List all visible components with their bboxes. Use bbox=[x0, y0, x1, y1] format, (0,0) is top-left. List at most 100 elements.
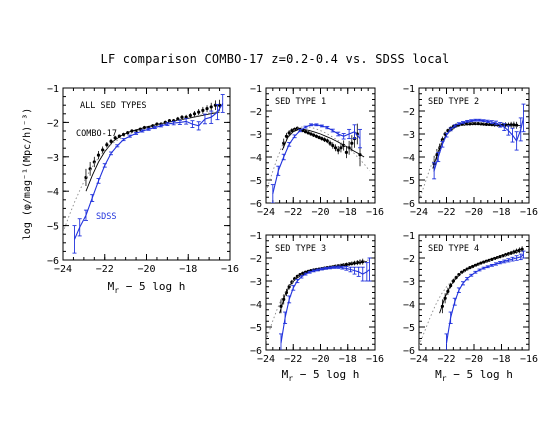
combo-fit-line bbox=[439, 250, 523, 314]
x-tick-label: −22 bbox=[284, 354, 302, 365]
combo-data-point bbox=[113, 136, 117, 140]
plot-area bbox=[419, 246, 526, 350]
plot-area bbox=[63, 94, 225, 254]
combo-data-point bbox=[192, 112, 197, 116]
y-tick-label: −5 bbox=[403, 323, 415, 334]
y-tick-label: −2 bbox=[250, 254, 262, 265]
panel-label: ALL SED TYPES bbox=[80, 101, 147, 111]
x-tick-label: −18 bbox=[179, 264, 197, 275]
x-tick-label: −18 bbox=[339, 354, 357, 365]
x-tick-label: −24 bbox=[410, 354, 428, 365]
x-tick-label: −16 bbox=[366, 354, 384, 365]
y-tick-label: −5 bbox=[47, 222, 59, 233]
panel-label: SED TYPE 3 bbox=[275, 244, 326, 254]
x-tick-label: −22 bbox=[437, 354, 455, 365]
y-tick-label: −2 bbox=[403, 254, 415, 265]
x-tick-label: −24 bbox=[410, 207, 428, 218]
combo-data-point bbox=[201, 108, 205, 112]
schechter-fit-line bbox=[266, 259, 370, 341]
x-tick-label: −16 bbox=[520, 207, 538, 218]
y-tick-label: −2 bbox=[250, 107, 262, 118]
combo-data-point bbox=[328, 141, 332, 145]
combo-data-point bbox=[197, 110, 201, 114]
panel-label: SDSS bbox=[96, 212, 116, 222]
combo-data-point bbox=[333, 146, 338, 150]
plot-area bbox=[266, 123, 370, 203]
y-tick-label: −3 bbox=[403, 277, 415, 288]
x-tick-label: −24 bbox=[257, 354, 275, 365]
combo-data-point bbox=[309, 132, 313, 136]
combo-data-point bbox=[109, 139, 113, 143]
combo-data-point bbox=[336, 148, 340, 152]
plot-area bbox=[419, 103, 526, 201]
combo-data-point bbox=[205, 107, 209, 111]
schechter-fit-line bbox=[266, 126, 370, 192]
x-axis-label: Mr − 5 log h bbox=[435, 368, 513, 383]
schechter-fit-line bbox=[419, 249, 524, 346]
combo-data-point bbox=[454, 275, 458, 280]
combo-data-point bbox=[520, 247, 524, 251]
combo-data-point bbox=[339, 146, 343, 150]
x-tick-label: −22 bbox=[437, 207, 455, 218]
y-tick-label: −6 bbox=[47, 256, 59, 267]
combo-fit-line bbox=[281, 128, 365, 158]
y-tick-label: −3 bbox=[250, 277, 262, 288]
x-tick-label: −16 bbox=[366, 207, 384, 218]
y-tick-label: −4 bbox=[250, 300, 262, 311]
y-tick-label: −5 bbox=[250, 176, 262, 187]
combo-data-point bbox=[96, 153, 101, 157]
plot-area bbox=[266, 257, 372, 350]
combo-data-point bbox=[325, 139, 329, 143]
x-tick-label: −20 bbox=[137, 264, 155, 275]
combo-data-point bbox=[287, 131, 291, 135]
y-tick-label: −1 bbox=[403, 231, 415, 242]
combo-data-point bbox=[314, 134, 319, 138]
sdss-line bbox=[445, 254, 524, 344]
x-tick-label: −20 bbox=[311, 207, 329, 218]
x-axis-label: Mr − 5 log h bbox=[108, 280, 186, 295]
x-tick-label: −18 bbox=[492, 354, 510, 365]
combo-data-point bbox=[209, 105, 213, 109]
x-tick-label: −24 bbox=[257, 207, 275, 218]
x-tick-label: −22 bbox=[284, 207, 302, 218]
combo-data-point bbox=[317, 135, 321, 140]
combo-fit-line bbox=[85, 111, 220, 192]
y-tick-label: −1 bbox=[250, 84, 262, 95]
combo-data-point bbox=[105, 143, 109, 147]
x-tick-label: −24 bbox=[54, 264, 72, 275]
y-tick-label: −1 bbox=[250, 231, 262, 242]
x-axis-label: Mr − 5 log h bbox=[282, 368, 360, 383]
combo-data-point bbox=[184, 115, 188, 119]
combo-data-point bbox=[180, 115, 184, 119]
y-tick-label: −3 bbox=[47, 153, 59, 164]
y-tick-label: −4 bbox=[403, 153, 415, 164]
y-tick-label: −6 bbox=[403, 346, 415, 357]
x-tick-label: −16 bbox=[520, 354, 538, 365]
panel-label: SED TYPE 2 bbox=[428, 97, 479, 107]
panel-sed2: −24 −22 −20 −18 −16 −6 −5 −4 −3 −2 −1 SED TYPE 2 bbox=[403, 84, 538, 218]
combo-data-point bbox=[320, 137, 324, 141]
y-tick-label: −5 bbox=[403, 176, 415, 187]
panel-main: −24 −22 −20 −18 −16 −6 −5 −4 −3 −2 −1 ALL SED TYPES… bbox=[47, 84, 239, 295]
y-tick-label: −4 bbox=[47, 187, 59, 198]
x-tick-label: −18 bbox=[492, 207, 510, 218]
panel-sed1: −24 −22 −20 −18 −16 −6 −5 −4 −3 −2 −1 SED TYPE 1 bbox=[250, 84, 384, 218]
y-tick-label: −6 bbox=[250, 199, 262, 210]
x-tick-label: −22 bbox=[96, 264, 114, 275]
x-tick-label: −18 bbox=[339, 207, 357, 218]
combo-data-point bbox=[344, 150, 348, 154]
x-tick-label: −20 bbox=[311, 354, 329, 365]
combo-data-point bbox=[284, 134, 289, 138]
combo-data-point bbox=[331, 143, 335, 148]
panel-label: COMBO-17 bbox=[76, 129, 117, 139]
x-tick-label: −20 bbox=[465, 354, 483, 365]
combo-data-point bbox=[312, 133, 316, 137]
panel-label: SED TYPE 4 bbox=[428, 244, 479, 254]
combo-data-point bbox=[484, 122, 488, 126]
combo-data-point bbox=[350, 141, 354, 145]
combo-data-point bbox=[188, 113, 192, 118]
panel-label: SED TYPE 1 bbox=[275, 97, 326, 107]
y-tick-label: −3 bbox=[250, 130, 262, 141]
y-tick-label: −4 bbox=[250, 153, 262, 164]
